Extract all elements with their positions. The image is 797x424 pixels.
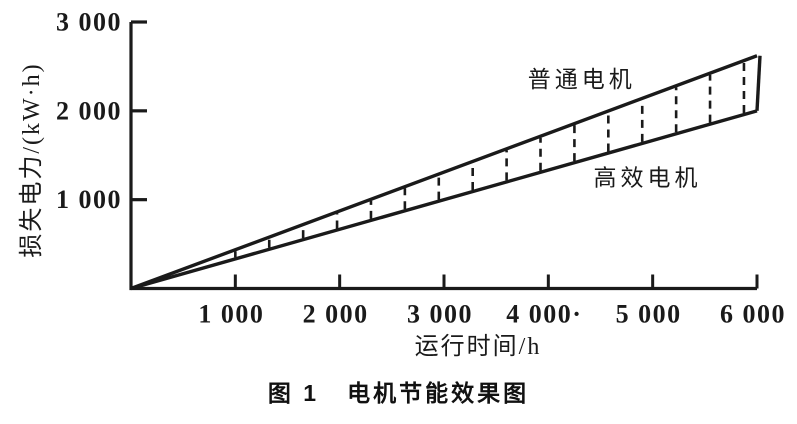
series-label-ordinary-motor: 普通电机 [528, 67, 636, 92]
x-axis-tick-label: 3 000 [407, 300, 473, 329]
x-axis-tick-label: 4 000· [506, 300, 582, 329]
y-axis-title: 损失电力/(kW·h) [18, 62, 45, 257]
x-axis-tick-label: 5 000 [616, 300, 682, 329]
chart-canvas: 1 000 2 000 3 000 4 000· 5 000 6 000 1 000 2 00… [18, 8, 786, 361]
x-axis-tick-label: 1 000 [198, 300, 264, 329]
axes-lines [129, 22, 757, 291]
figure-caption: 图 1 电机节能效果图 [267, 380, 530, 406]
series-label-high-efficiency-motor: 高效电机 [593, 165, 701, 190]
y-axis-tick-label: 2 000 [56, 96, 122, 125]
x-axis-title: 运行时间/h [415, 333, 542, 360]
x-axis-tick-label: 2 000 [303, 300, 369, 329]
y-axis-tick-label: 1 000 [56, 185, 122, 214]
x-axis-tick-label: 6 000 [720, 300, 786, 329]
series-line-ordinary-motor [130, 54, 758, 291]
y-axis-tick-label: 3 000 [56, 8, 122, 37]
series-line-high-efficiency-motor [130, 109, 758, 291]
band-right-edge [755, 55, 762, 111]
